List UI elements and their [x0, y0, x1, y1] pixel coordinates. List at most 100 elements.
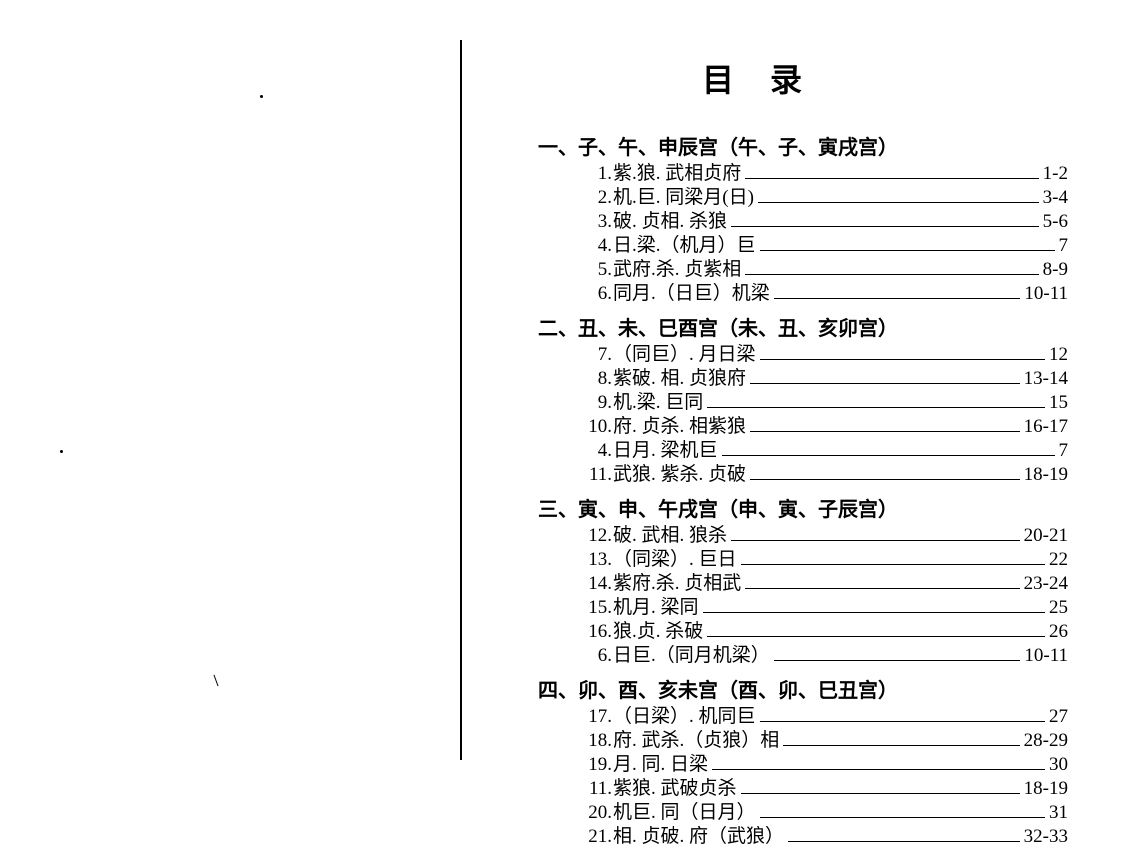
toc-entry: 16.狼.贞. 杀破26 — [584, 620, 1128, 644]
page: 目录 一、子、午、申辰宫（午、子、寅戌宫）1.紫.狼. 武相贞府1-22.机.巨… — [0, 0, 1128, 820]
leader-line — [722, 455, 1055, 456]
entry-page: 18-19 — [1024, 463, 1128, 487]
leader-line — [745, 274, 1038, 275]
section-heading: 四、卯、酉、亥未宫（酉、卯、巳丑宫） — [538, 674, 1128, 703]
leader-line — [741, 564, 1045, 565]
toc-entry: 6.日巨.（同月机梁）10-11 — [584, 644, 1128, 668]
entry-page: 20-21 — [1024, 524, 1128, 548]
leader-line — [712, 769, 1045, 770]
toc-entry: 1.紫.狼. 武相贞府1-2 — [584, 162, 1128, 186]
entry-page: 18-19 — [1024, 777, 1128, 801]
entry-page: 32-33 — [1024, 825, 1128, 849]
entry-label: 日月. 梁机巨 — [613, 439, 718, 463]
entry-number: 20. — [584, 801, 612, 825]
leader-line — [774, 660, 1021, 661]
entry-label: 武狼. 紫杀. 贞破 — [613, 463, 746, 487]
entry-label: 相. 贞破. 府（武狼） — [613, 825, 784, 849]
entry-label: 武府.杀. 贞紫相 — [613, 258, 741, 282]
toc-entry: 17.（日梁）. 机同巨 27 — [584, 705, 1128, 729]
entry-label: 机巨. 同（日月） — [613, 801, 756, 825]
toc-entry: 13.（同梁）. 巨日22 — [584, 548, 1128, 572]
entry-number: 8. — [584, 367, 612, 391]
entry-page: 16-17 — [1024, 415, 1128, 439]
entry-number: 11. — [584, 777, 612, 801]
toc-entry: 4.日.梁.（机月）巨 7 — [584, 234, 1128, 258]
toc-entry: 20.机巨. 同（日月） 31 — [584, 801, 1128, 825]
entry-number: 21. — [584, 825, 612, 849]
toc-entry: 5.武府.杀. 贞紫相8-9 — [584, 258, 1128, 282]
toc-entry: 19.月. 同. 日梁30 — [584, 753, 1128, 777]
entry-label: 日.梁.（机月）巨 — [613, 234, 756, 258]
entry-label: 日巨.（同月机梁） — [613, 644, 770, 668]
toc-entry: 14.紫府.杀. 贞相武23-24 — [584, 572, 1128, 596]
entry-page: 31 — [1049, 801, 1128, 825]
entry-number: 2. — [584, 186, 612, 210]
entry-page: 15 — [1049, 391, 1128, 415]
section-heading: 二、丑、未、巳酉宫（未、丑、亥卯宫） — [538, 312, 1128, 341]
entry-label: 紫狼. 武破贞杀 — [613, 777, 737, 801]
toc: 一、子、午、申辰宫（午、子、寅戌宫）1.紫.狼. 武相贞府1-22.机.巨. 同… — [532, 131, 1128, 849]
entry-number: 18. — [584, 729, 612, 753]
entry-number: 13. — [584, 548, 612, 572]
entry-label: 机月. 梁同 — [613, 596, 699, 620]
leader-line — [760, 250, 1055, 251]
toc-entry: 9.机.梁. 巨同 15 — [584, 391, 1128, 415]
entry-number: 16. — [584, 620, 612, 644]
entry-label: 月. 同. 日梁 — [613, 753, 708, 777]
entry-number: 9. — [584, 391, 612, 415]
toc-entry: 18.府. 武杀.（贞狼）相 28-29 — [584, 729, 1128, 753]
entry-number: 5. — [584, 258, 612, 282]
leader-line — [774, 298, 1021, 299]
toc-entry: 10.府. 贞杀. 相紫狼16-17 — [584, 415, 1128, 439]
entry-number: 4. — [584, 234, 612, 258]
entry-page: 25 — [1049, 596, 1128, 620]
leader-line — [758, 202, 1039, 203]
toc-entry: 8.紫破. 相. 贞狼府13-14 — [584, 367, 1128, 391]
entry-page: 7 — [1059, 439, 1128, 463]
leader-line — [707, 636, 1045, 637]
section-entries: 17.（日梁）. 机同巨2718.府. 武杀.（贞狼）相28-2919.月. 同… — [584, 705, 1128, 849]
entry-number: 3. — [584, 210, 612, 234]
entry-page: 13-14 — [1024, 367, 1128, 391]
toc-entry: 21.相. 贞破. 府（武狼） 32-33 — [584, 825, 1128, 849]
entry-page: 26 — [1049, 620, 1128, 644]
toc-entry: 4.日月. 梁机巨7 — [584, 439, 1128, 463]
entry-number: 6. — [584, 282, 612, 306]
leader-line — [703, 612, 1045, 613]
section-entries: 1.紫.狼. 武相贞府1-22.机.巨. 同梁月(日)3-43.破. 贞相. 杀… — [584, 162, 1128, 306]
entry-label: （日梁）. 机同巨 — [613, 705, 756, 729]
leader-line — [745, 588, 1019, 589]
leader-line — [707, 407, 1045, 408]
entry-page: 5-6 — [1043, 210, 1128, 234]
toc-entry: 15.机月. 梁同25 — [584, 596, 1128, 620]
leader-line — [760, 359, 1045, 360]
toc-entry: 11.紫狼. 武破贞杀 18-19 — [584, 777, 1128, 801]
entry-page: 23-24 — [1024, 572, 1128, 596]
entry-label: 机.梁. 巨同 — [613, 391, 703, 415]
entry-label: 破. 武相. 狼杀 — [613, 524, 727, 548]
section-entries: 12.破. 武相. 狼杀 20-2113.（同梁）. 巨日2214.紫府.杀. 贞… — [584, 524, 1128, 668]
toc-entry: 11.武狼. 紫杀. 贞破 18-19 — [584, 463, 1128, 487]
entry-number: 12. — [584, 524, 612, 548]
entry-label: 府. 武杀.（贞狼）相 — [613, 729, 779, 753]
right-toc-page: 目录 一、子、午、申辰宫（午、子、寅戌宫）1.紫.狼. 武相贞府1-22.机.巨… — [462, 0, 1128, 820]
entry-number: 19. — [584, 753, 612, 777]
leader-line — [731, 540, 1020, 541]
toc-entry: 3.破. 贞相. 杀狼 5-6 — [584, 210, 1128, 234]
left-blank-page — [0, 0, 460, 820]
entry-number: 17. — [584, 705, 612, 729]
entry-page: 27 — [1049, 705, 1128, 729]
entry-page: 7 — [1059, 234, 1128, 258]
entry-label: （同巨）. 月日梁 — [613, 343, 756, 367]
entry-page: 10-11 — [1024, 282, 1128, 306]
entry-page: 1-2 — [1043, 162, 1128, 186]
leader-line — [750, 431, 1020, 432]
entry-number: 11. — [584, 463, 612, 487]
entry-label: 府. 贞杀. 相紫狼 — [613, 415, 746, 439]
entry-label: 破. 贞相. 杀狼 — [613, 210, 727, 234]
entry-page: 28-29 — [1024, 729, 1128, 753]
leader-line — [750, 479, 1020, 480]
leader-line — [731, 226, 1039, 227]
entry-label: （同梁）. 巨日 — [613, 548, 737, 572]
toc-entry: 2.机.巨. 同梁月(日)3-4 — [584, 186, 1128, 210]
